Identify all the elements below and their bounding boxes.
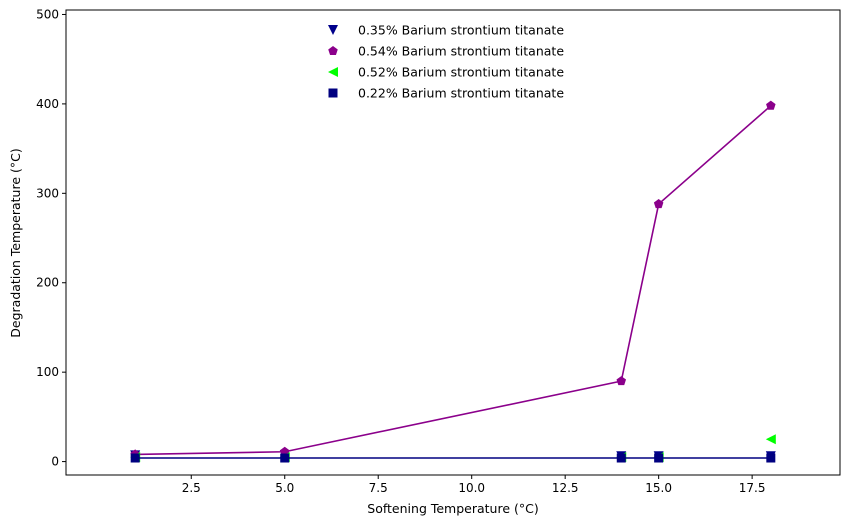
legend-item: 0.54% Barium strontium titanate — [328, 44, 564, 59]
x-tick-label: 7.5 — [369, 481, 388, 495]
legend-item: 0.35% Barium strontium titanate — [328, 23, 564, 38]
plot-frame — [65, 9, 841, 476]
legend-marker — [328, 67, 338, 77]
data-point — [765, 434, 776, 445]
legend-label: 0.52% Barium strontium titanate — [358, 65, 564, 80]
data-point — [653, 199, 664, 209]
y-tick-label: 500 — [36, 7, 59, 21]
legend-label: 0.22% Barium strontium titanate — [358, 86, 564, 101]
legend-label: 0.35% Barium strontium titanate — [358, 23, 564, 38]
x-tick-label: 10.0 — [458, 481, 485, 495]
legend-label: 0.54% Barium strontium titanate — [358, 44, 564, 59]
plot-area — [65, 9, 841, 476]
y-tick-label: 400 — [36, 97, 59, 111]
data-point — [616, 376, 627, 386]
x-axis-label: Softening Temperature (°C) — [367, 501, 538, 516]
series-2 — [130, 100, 776, 459]
x-tick-label: 12.5 — [552, 481, 579, 495]
y-tick-label: 300 — [36, 186, 59, 200]
series-line — [135, 105, 772, 456]
data-point — [616, 453, 626, 463]
data-point — [766, 100, 776, 110]
data-point — [280, 453, 290, 463]
x-tick-label: 17.5 — [739, 481, 766, 495]
legend-item: 0.22% Barium strontium titanate — [328, 86, 564, 101]
y-axis: 0 100 200 300 400 500 — [36, 7, 66, 469]
x-tick-label: 15.0 — [645, 481, 672, 495]
series-1 — [130, 450, 776, 462]
x-tick-label: 5.0 — [275, 481, 294, 495]
y-tick-label: 200 — [36, 276, 59, 290]
data-point — [654, 453, 664, 463]
legend-marker — [328, 25, 338, 35]
data-point — [130, 453, 140, 463]
legend-marker — [328, 46, 338, 56]
legend-marker — [328, 88, 338, 98]
y-tick-label: 0 — [51, 455, 59, 469]
legend: 0.35% Barium strontium titanate 0.54% Bar… — [328, 23, 564, 101]
series-4 — [130, 453, 776, 463]
x-axis: 2.5 5.0 7.5 10.0 12.5 15.0 17.5 — [182, 475, 766, 495]
y-tick-label: 100 — [36, 365, 59, 379]
legend-item: 0.52% Barium strontium titanate — [328, 65, 564, 80]
data-point — [766, 453, 776, 463]
y-axis-label: Degradation Temperature (°C) — [8, 148, 23, 337]
x-tick-label: 2.5 — [182, 481, 201, 495]
